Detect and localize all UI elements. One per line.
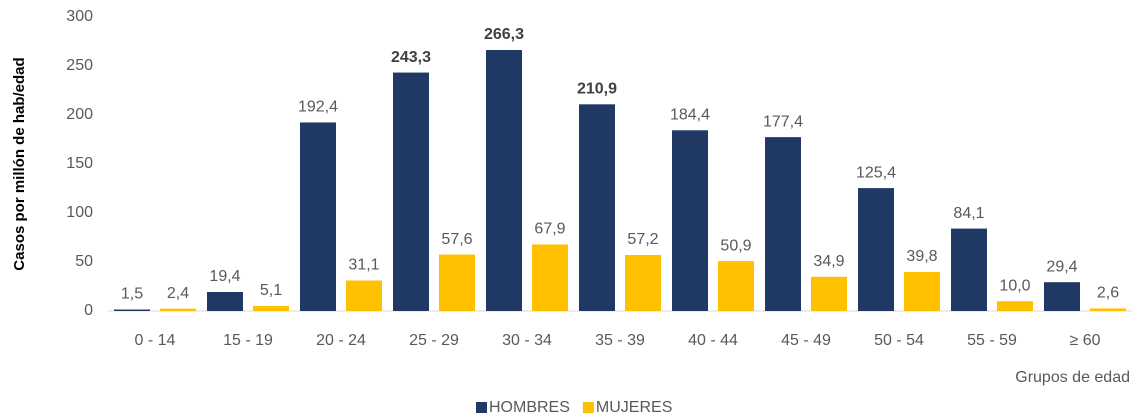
y-tick-label: 100 xyxy=(66,204,93,221)
bar xyxy=(393,72,429,311)
bar xyxy=(579,104,615,312)
y-tick-label: 200 xyxy=(66,106,93,123)
x-tick-label: 0 - 14 xyxy=(135,332,176,349)
value-label: 243,3 xyxy=(391,49,431,66)
bar xyxy=(811,276,847,311)
value-label: 34,9 xyxy=(813,253,844,270)
bar xyxy=(997,301,1033,311)
value-label: 125,4 xyxy=(856,164,896,181)
x-tick-label: 35 - 39 xyxy=(595,332,645,349)
bar xyxy=(672,130,708,311)
y-axis-title: Casos por millón de hab/edad xyxy=(11,57,28,270)
bar xyxy=(114,309,150,311)
x-tick-label: ≥ 60 xyxy=(1069,332,1100,349)
legend-label: HOMBRES xyxy=(489,399,570,416)
bar xyxy=(532,244,568,311)
y-tick-label: 250 xyxy=(66,57,93,74)
bar xyxy=(160,308,196,311)
x-tick-label: 50 - 54 xyxy=(874,332,924,349)
bar xyxy=(858,188,894,311)
value-label: 2,4 xyxy=(167,285,189,302)
value-label: 266,3 xyxy=(484,26,524,43)
value-label: 192,4 xyxy=(298,99,338,116)
bar xyxy=(625,254,661,311)
x-tick-label: 20 - 24 xyxy=(316,332,366,349)
value-label: 210,9 xyxy=(577,81,617,98)
bar xyxy=(300,122,336,311)
value-label: 29,4 xyxy=(1046,258,1077,275)
x-tick-label: 45 - 49 xyxy=(781,332,831,349)
bar xyxy=(718,261,754,311)
bar xyxy=(486,50,522,311)
bar xyxy=(765,137,801,311)
x-tick-label: 30 - 34 xyxy=(502,332,552,349)
y-tick-label: 50 xyxy=(75,253,93,270)
bar xyxy=(1090,308,1126,311)
x-tick-label: 40 - 44 xyxy=(688,332,738,349)
value-label: 57,2 xyxy=(627,231,658,248)
value-label: 19,4 xyxy=(209,268,240,285)
x-tick-label: 55 - 59 xyxy=(967,332,1017,349)
bar xyxy=(207,291,243,311)
y-tick-label: 150 xyxy=(66,155,93,172)
x-axis-title: Grupos de edad xyxy=(1015,369,1130,386)
bar xyxy=(346,280,382,311)
y-tick-label: 300 xyxy=(66,8,93,25)
bar xyxy=(1044,282,1080,311)
value-label: 84,1 xyxy=(953,205,984,222)
value-label: 2,6 xyxy=(1097,285,1119,302)
value-label: 39,8 xyxy=(906,248,937,265)
value-label: 67,9 xyxy=(534,221,565,238)
value-label: 5,1 xyxy=(260,282,282,299)
legend-swatch xyxy=(476,402,487,413)
bar xyxy=(904,271,940,311)
value-label: 31,1 xyxy=(348,257,379,274)
x-tick-label: 25 - 29 xyxy=(409,332,459,349)
y-tick-label: 0 xyxy=(84,302,93,319)
bar xyxy=(951,228,987,311)
legend-swatch xyxy=(582,402,594,413)
bar xyxy=(439,254,475,311)
bar xyxy=(253,306,289,311)
value-label: 177,4 xyxy=(763,113,803,130)
value-label: 10,0 xyxy=(999,277,1030,294)
value-label: 57,6 xyxy=(441,231,472,248)
legend-label: MUJERES xyxy=(596,399,672,416)
value-label: 1,5 xyxy=(121,286,143,303)
value-label: 50,9 xyxy=(720,237,751,254)
value-label: 184,4 xyxy=(670,107,710,124)
x-tick-label: 15 - 19 xyxy=(223,332,273,349)
